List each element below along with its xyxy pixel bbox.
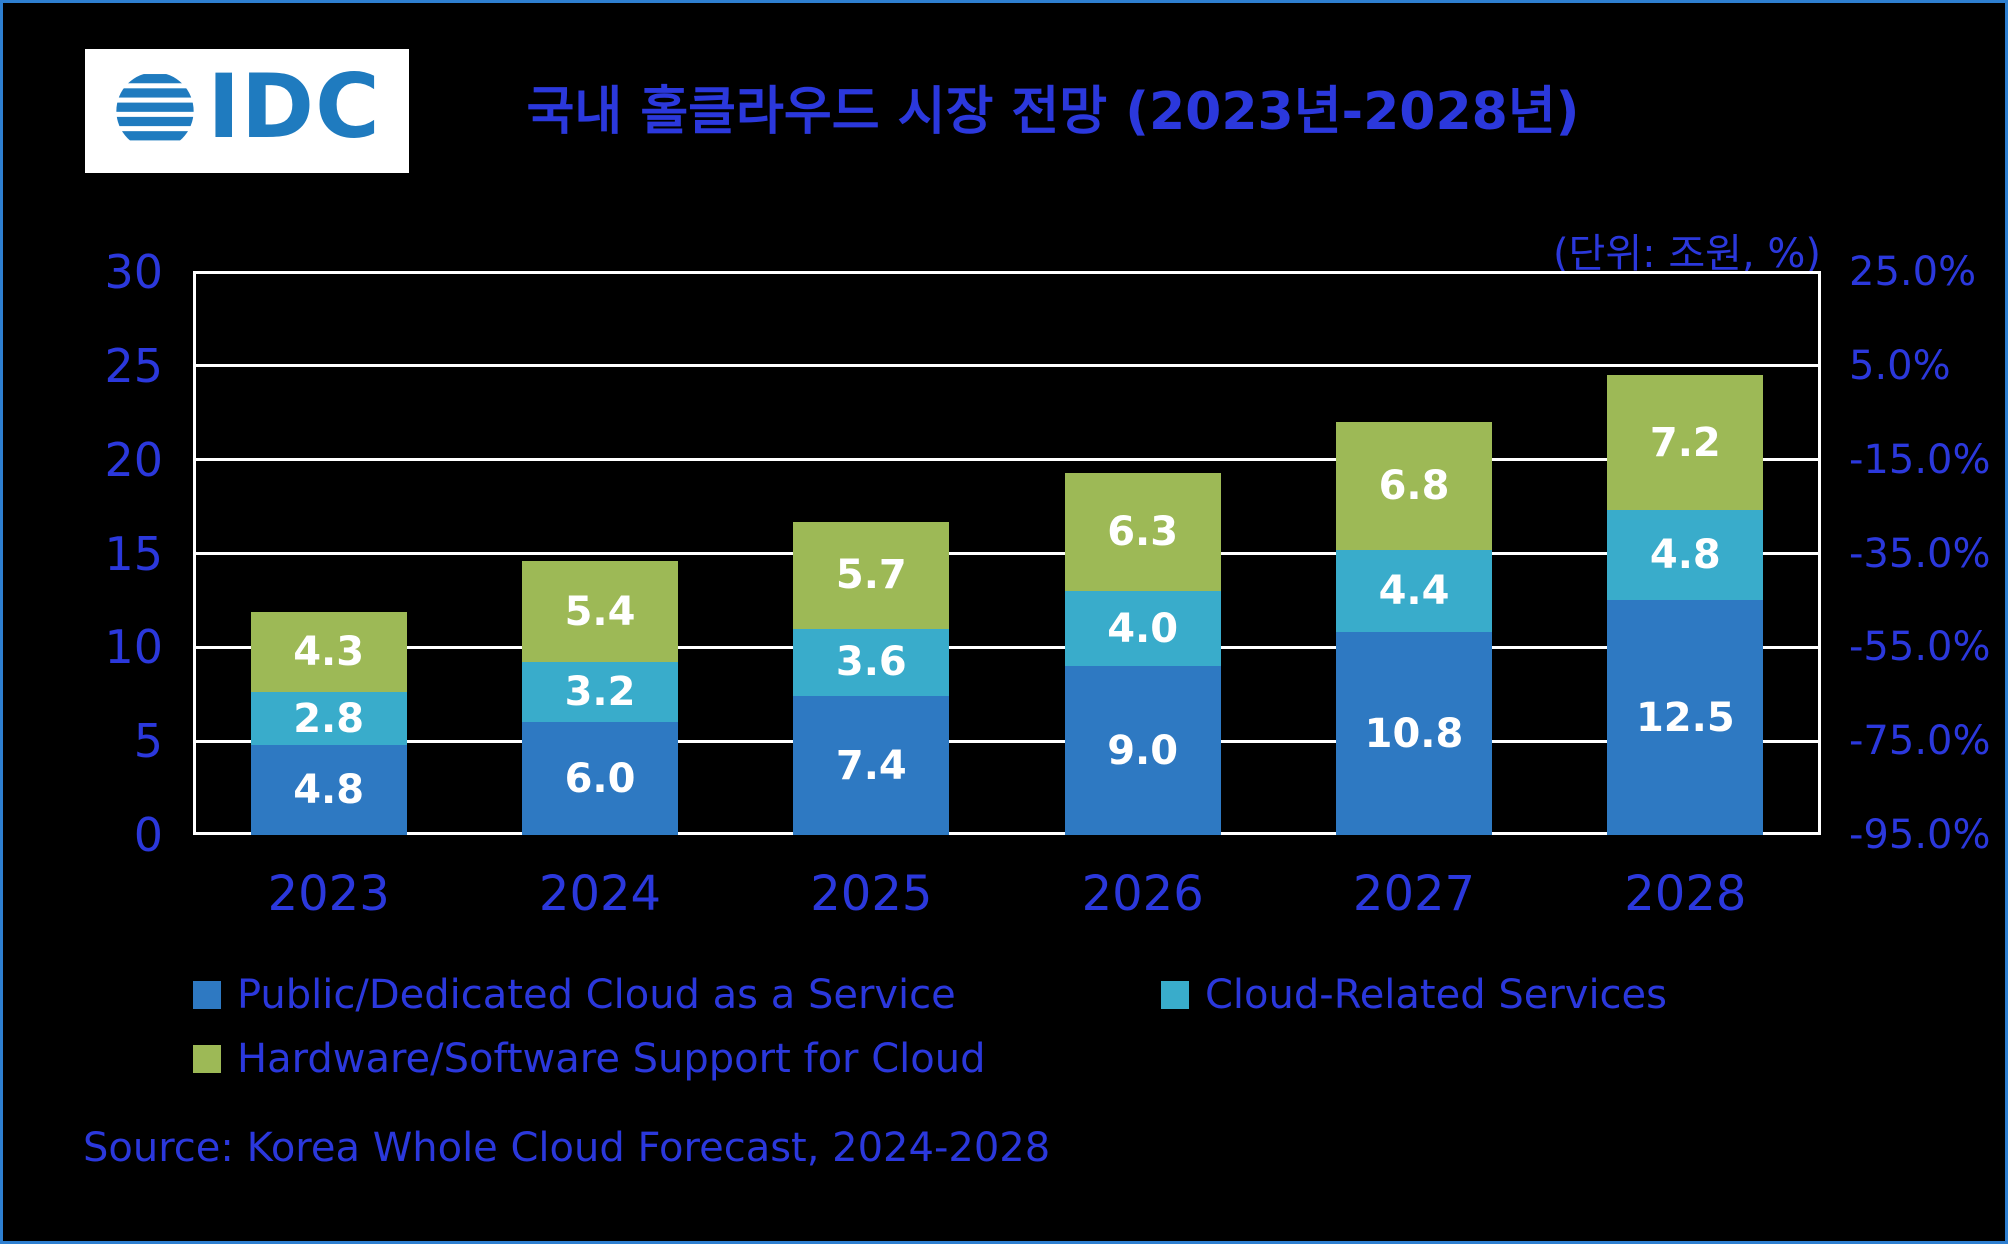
category-label: 2027 <box>1352 866 1476 922</box>
bar-value-label: 4.0 <box>1107 605 1179 652</box>
gridline <box>193 739 1821 743</box>
left-axis-tick-label: 0 <box>133 808 163 862</box>
bar-segment: 7.4 <box>793 696 950 835</box>
right-axis-tick-label: -95.0% <box>1849 812 1991 858</box>
bar-value-label: 6.8 <box>1378 462 1450 509</box>
bar-value-label: 5.4 <box>564 588 636 635</box>
bar-segment: 6.0 <box>522 722 678 835</box>
left-axis-tick-label: 25 <box>104 338 163 393</box>
bar-value-label: 10.8 <box>1364 710 1464 757</box>
category-label: 2025 <box>810 866 933 922</box>
gridline <box>193 645 1821 649</box>
left-axis-tick-label: 5 <box>133 714 163 769</box>
bar-value-label: 4.8 <box>1649 532 1721 579</box>
category-label: 2023 <box>267 866 390 922</box>
bar-value-label: 4.4 <box>1378 568 1450 615</box>
right-axis-tick-label: -55.0% <box>1849 624 1991 671</box>
category-label: 2024 <box>538 866 662 922</box>
bar-value-label: 9.0 <box>1107 727 1179 774</box>
right-axis-tick-label: -15.0% <box>1849 436 1991 483</box>
bar-segment: 4.3 <box>250 611 407 693</box>
source-text: Source: Korea Whole Cloud Forecast, 2024… <box>83 1125 1051 1171</box>
bar-value-label: 4.3 <box>293 629 365 676</box>
bar-value-label: 6.0 <box>564 755 636 802</box>
gridline <box>193 270 1821 274</box>
bar-segment: 6.8 <box>1336 422 1492 550</box>
gridline <box>193 364 1821 368</box>
unit-label: (단위: 조원, %) <box>1552 231 1821 277</box>
plot-border-left <box>193 272 196 835</box>
bar-segment: 9.0 <box>1064 666 1221 835</box>
x-axis-line <box>193 832 1821 835</box>
bar-value-label: 3.6 <box>835 639 907 686</box>
bar-value-label: 7.4 <box>835 742 907 789</box>
bar-segment: 2.8 <box>250 692 407 745</box>
right-axis-tick-label: -35.0% <box>1849 530 1991 577</box>
bar-segment: 12.5 <box>1607 600 1764 835</box>
legend-swatch-hardware-software-support <box>193 1045 221 1073</box>
idc-globe-icon <box>116 74 194 141</box>
gridline <box>193 552 1821 555</box>
legend-item-hardware-software-support: Hardware/Software Support for Cloud <box>193 1035 985 1083</box>
legend-label: Hardware/Software Support for Cloud <box>237 1036 986 1082</box>
bar-value-label: 2.8 <box>293 695 365 742</box>
bar-value-label: 3.2 <box>564 669 636 716</box>
plot-border-right <box>1818 272 1821 835</box>
right-axis-tick-label: -75.0% <box>1849 718 1991 765</box>
idc-logo: IDC <box>85 49 409 173</box>
legend-label: Cloud-Related Services <box>1205 972 1667 1018</box>
gridline <box>193 458 1821 462</box>
bar-segment: 4.8 <box>1607 510 1764 601</box>
idc-logo-text: IDC <box>207 55 381 158</box>
left-axis-tick-label: 30 <box>104 245 163 299</box>
bar-value-label: 7.2 <box>1649 419 1721 466</box>
bar-segment: 4.8 <box>250 744 407 835</box>
bar-value-label: 12.5 <box>1635 694 1735 741</box>
bar-segment: 4.4 <box>1336 549 1492 633</box>
left-axis-tick-label: 10 <box>104 620 163 675</box>
bar-segment: 3.2 <box>522 662 678 723</box>
bar-segment: 5.7 <box>793 521 950 629</box>
bar-value-label: 5.7 <box>835 552 907 599</box>
legend-swatch-cloud-related-services <box>1161 981 1189 1009</box>
legend-label: Public/Dedicated Cloud as a Service <box>237 972 956 1018</box>
legend-swatch-public-dedicated-cloud <box>193 981 221 1009</box>
legend-item-public-dedicated-cloud: Public/Dedicated Cloud as a Service <box>193 971 956 1019</box>
legend-item-cloud-related-services: Cloud-Related Services <box>1161 971 1667 1019</box>
right-axis-tick-label: 25.0% <box>1849 249 1977 295</box>
right-axis-tick-label: 5.0% <box>1849 342 1951 389</box>
bar-value-label: 6.3 <box>1107 508 1179 555</box>
category-label: 2028 <box>1624 866 1747 922</box>
left-axis-tick-label: 15 <box>104 526 163 581</box>
left-axis-tick-label: 20 <box>104 432 163 487</box>
plot-area: 4.8 2.8 4.3 6.0 3.2 5.4 7.4 3.6 5.7 9.0 4.0 6.3 10.8… <box>193 270 1821 835</box>
bar-segment: 6.3 <box>1064 472 1221 592</box>
category-label: 2026 <box>1081 866 1204 922</box>
bar-value-label: 4.8 <box>293 766 365 813</box>
bar-segment: 4.0 <box>1064 591 1221 667</box>
bar-segment: 5.4 <box>522 561 678 663</box>
bar-segment: 7.2 <box>1607 375 1764 511</box>
bar-segment: 10.8 <box>1336 632 1492 835</box>
chart-title: 국내 홀클라우드 시장 전망 (2023년-2028년) <box>526 82 1580 142</box>
bar-segment: 3.6 <box>793 628 950 697</box>
